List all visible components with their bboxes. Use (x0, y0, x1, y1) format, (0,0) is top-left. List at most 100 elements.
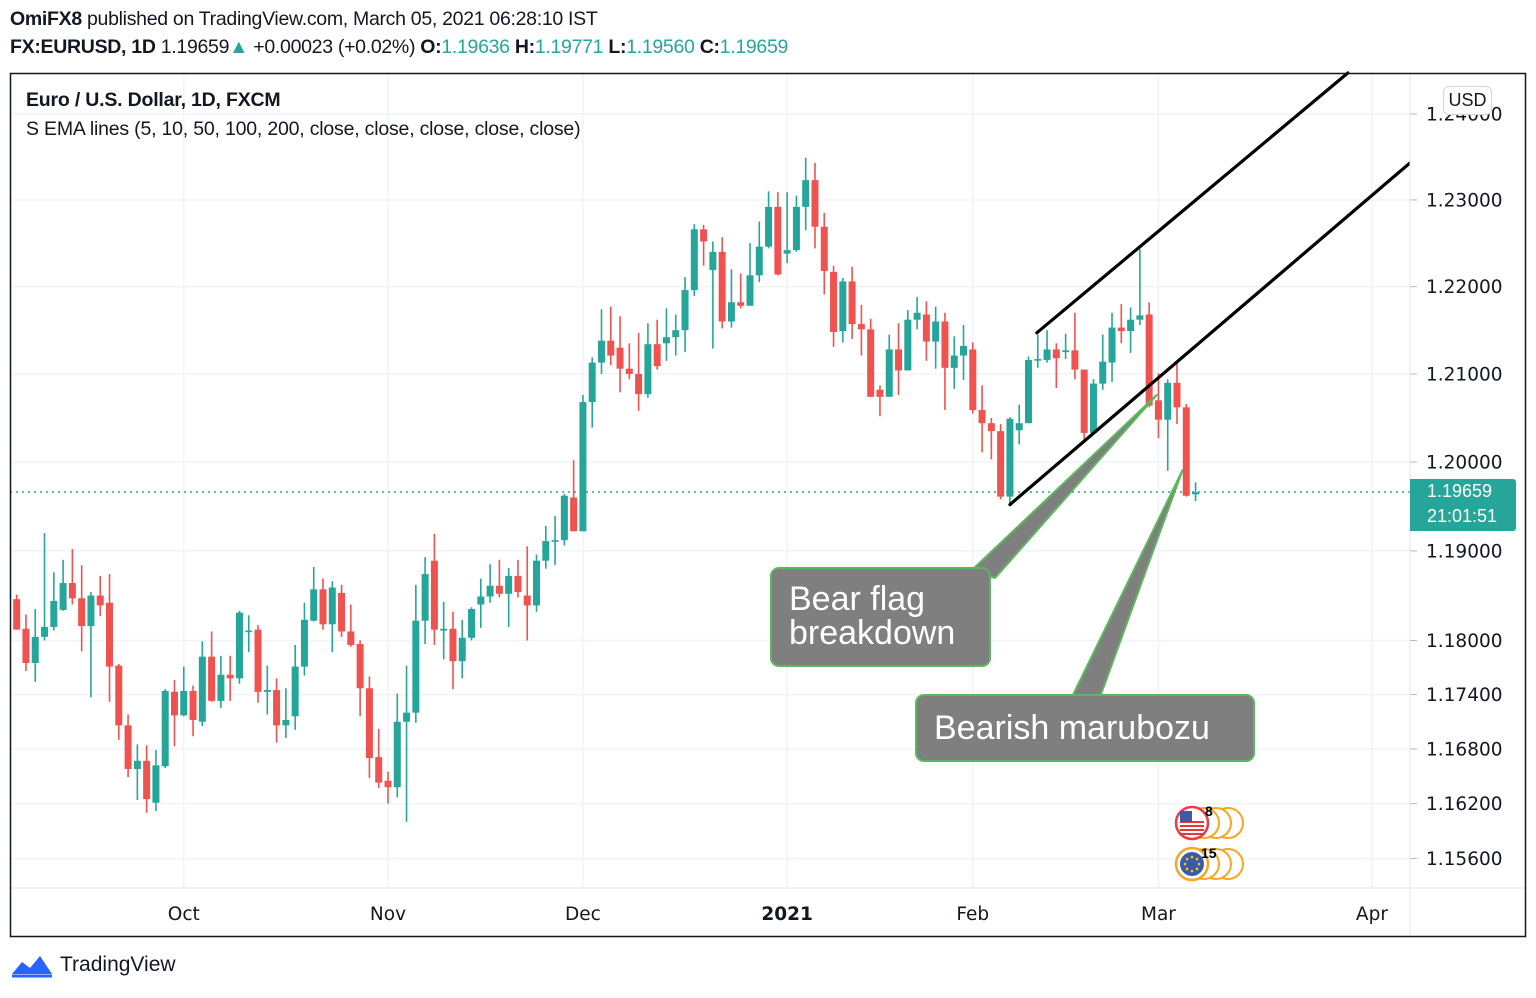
candle-up[interactable] (1136, 249, 1144, 325)
candle-up[interactable] (1062, 333, 1070, 360)
candle-down[interactable] (338, 584, 346, 637)
candle-down[interactable] (430, 533, 438, 645)
footer-brand[interactable]: TradingView (10, 952, 176, 978)
candle-down[interactable] (514, 559, 522, 598)
candle-down[interactable] (78, 565, 86, 652)
candle-down[interactable] (978, 385, 986, 453)
candle-down[interactable] (1154, 373, 1162, 439)
candle-up[interactable] (792, 195, 800, 252)
candle-down[interactable] (867, 318, 875, 397)
candle-up[interactable] (31, 609, 39, 682)
candle-down[interactable] (997, 424, 1005, 500)
candle-up[interactable] (681, 277, 689, 353)
candle-down[interactable] (124, 714, 132, 778)
candle-up[interactable] (440, 601, 448, 660)
candle-up[interactable] (597, 309, 605, 374)
candle-down[interactable] (987, 417, 995, 460)
candle-up[interactable] (560, 493, 568, 546)
candle-down[interactable] (449, 611, 457, 690)
candle-up[interactable] (932, 306, 940, 369)
candle-down[interactable] (254, 625, 262, 703)
candle-down[interactable] (1173, 362, 1181, 425)
candle-up[interactable] (263, 665, 271, 715)
candle-up[interactable] (300, 602, 308, 676)
candle-up[interactable] (152, 749, 160, 811)
callout-bear-flag[interactable]: Bear flag breakdown (770, 567, 991, 667)
candle-down[interactable] (774, 192, 782, 276)
currency-button[interactable]: USD (1443, 86, 1492, 115)
candle-up[interactable] (217, 655, 225, 709)
candle-down[interactable] (700, 225, 708, 266)
candle-down[interactable] (811, 162, 819, 249)
candle-down[interactable] (653, 319, 661, 370)
candle-down[interactable] (922, 301, 930, 361)
candle-down[interactable] (319, 578, 327, 630)
candle-down[interactable] (941, 312, 949, 410)
candle-up[interactable] (802, 157, 810, 231)
candle-up[interactable] (839, 277, 847, 343)
candle-down[interactable] (365, 676, 373, 779)
candle-up[interactable] (662, 308, 670, 361)
candle-up[interactable] (672, 314, 680, 356)
candle-up[interactable] (913, 297, 921, 330)
candle-up[interactable] (1034, 334, 1042, 368)
candle-up[interactable] (87, 591, 95, 698)
candle-up[interactable] (180, 666, 188, 717)
candle-up[interactable] (41, 533, 49, 641)
candle-up[interactable] (765, 191, 773, 249)
candle-down[interactable] (226, 655, 234, 701)
trendlines[interactable] (1008, 71, 1412, 507)
candle-down[interactable] (189, 685, 197, 737)
candle-down[interactable] (895, 323, 903, 396)
event-marker-eu[interactable] (1174, 846, 1244, 882)
indicator-legend[interactable]: S EMA lines (5, 10, 50, 100, 200, close,… (26, 118, 581, 140)
candle-down[interactable] (115, 663, 123, 740)
candle-up[interactable] (1127, 307, 1135, 353)
candle-down[interactable] (876, 385, 884, 417)
candle-up[interactable] (328, 581, 336, 653)
candle-down[interactable] (208, 631, 216, 702)
candle-down[interactable] (96, 575, 104, 617)
candle-down[interactable] (170, 680, 178, 747)
candle-down[interactable] (830, 265, 838, 347)
candle-down[interactable] (635, 332, 643, 411)
candle-down[interactable] (616, 316, 624, 393)
candle-up[interactable] (783, 192, 791, 264)
candle-down[interactable] (570, 460, 578, 532)
candle-down[interactable] (106, 574, 114, 702)
candle-up[interactable] (282, 688, 290, 739)
candle-up[interactable] (133, 744, 141, 800)
candle-down[interactable] (1080, 369, 1088, 443)
candle-down[interactable] (375, 728, 383, 789)
candle-up[interactable] (579, 395, 587, 532)
candle-up[interactable] (885, 334, 893, 397)
trendline-flag-lower[interactable] (1008, 161, 1412, 507)
candle-up[interactable] (505, 567, 513, 627)
candle-up[interactable] (904, 310, 912, 371)
candle-down[interactable] (384, 771, 392, 804)
candle-up[interactable] (468, 607, 476, 641)
candle-up[interactable] (709, 241, 717, 349)
candle-up[interactable] (1089, 379, 1097, 433)
candle-down[interactable] (347, 604, 355, 647)
candle-up[interactable] (588, 357, 596, 428)
callout-bearish-marubozu[interactable]: Bearish marubozu (915, 694, 1255, 762)
candle-up[interactable] (542, 525, 550, 569)
candle-down[interactable] (718, 237, 726, 329)
candle-down[interactable] (495, 559, 503, 598)
candle-up[interactable] (690, 224, 698, 297)
candle-down[interactable] (68, 549, 76, 605)
candle-down[interactable] (1117, 304, 1125, 344)
candle-up[interactable] (1108, 312, 1116, 382)
candle-down[interactable] (969, 342, 977, 414)
candle-down[interactable] (737, 273, 745, 309)
candle-up[interactable] (1099, 334, 1107, 390)
candle-up[interactable] (310, 566, 318, 622)
candle-up[interactable] (746, 243, 754, 306)
candle-up[interactable] (486, 564, 494, 603)
candle-down[interactable] (1052, 343, 1060, 389)
candle-down[interactable] (273, 678, 281, 743)
candle-up[interactable] (393, 693, 401, 798)
trendline-flag-upper[interactable] (1035, 71, 1350, 335)
